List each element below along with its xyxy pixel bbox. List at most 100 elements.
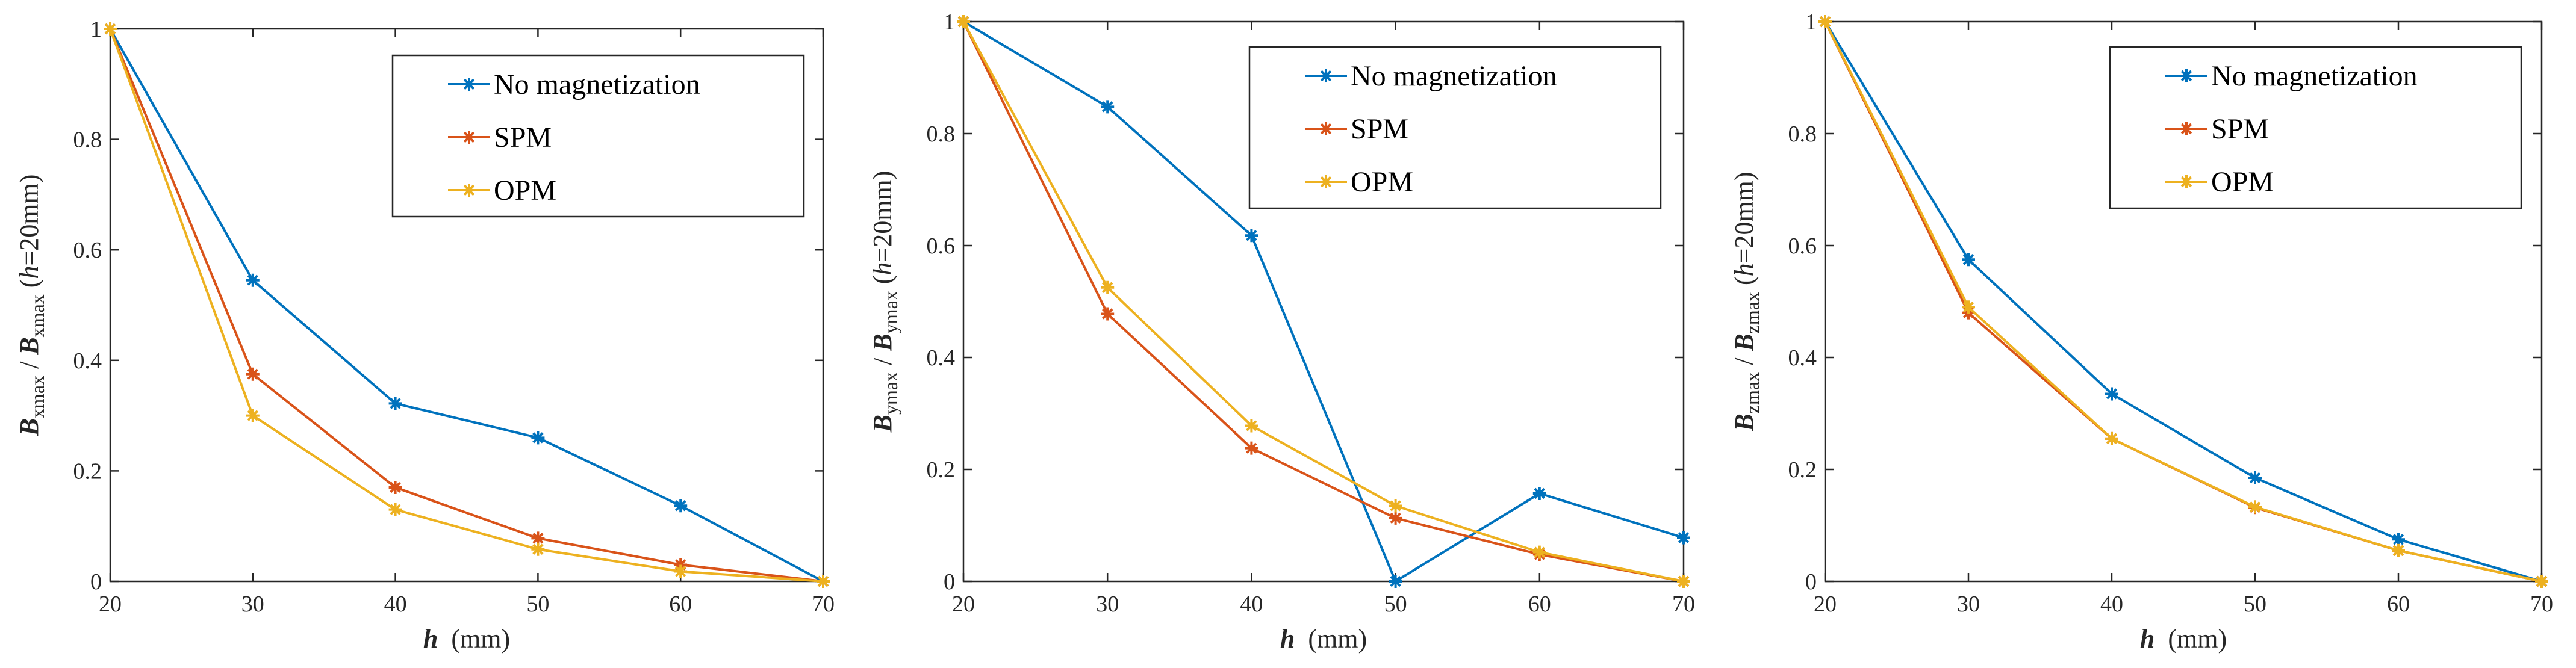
legend: No magnetization SPM OPM xyxy=(391,54,805,218)
y-tick-label: 0.8 xyxy=(1788,122,1817,147)
y-tick-label: 0.4 xyxy=(927,345,956,371)
x-tick-label: 50 xyxy=(526,592,549,617)
data-point xyxy=(1389,575,1402,588)
legend: No magnetization SPM OPM xyxy=(2109,46,2522,209)
legend-marker xyxy=(1319,122,1333,135)
y-tick-label: 0 xyxy=(1805,569,1817,595)
x-tick-label: 20 xyxy=(1814,592,1837,617)
y-tick-label: 0.8 xyxy=(73,128,102,153)
chart-svg-bx: 20 30 40 50 60 70 0 0.2 0.4 0.6 0.8 1 h (mm) Bxmax / … xyxy=(14,17,835,654)
data-point xyxy=(674,564,688,578)
data-point xyxy=(1532,486,1546,500)
legend-label: SPM xyxy=(2211,113,2269,145)
y-tick-label: 0.4 xyxy=(1788,345,1817,371)
legend-item: SPM xyxy=(1305,113,1408,145)
legend-marker xyxy=(1319,175,1333,188)
series-line xyxy=(109,28,824,583)
data-point xyxy=(388,503,402,516)
legend-marker xyxy=(1319,69,1333,82)
data-point xyxy=(674,499,688,513)
data-point xyxy=(1532,545,1546,559)
chart-panel-bx: 20 30 40 50 60 70 0 0.2 0.4 0.6 0.8 1 h (mm) Bxmax / … xyxy=(0,0,859,668)
data-point xyxy=(1245,229,1258,243)
x-tick-label: 20 xyxy=(99,592,122,617)
y-tick-label: 0.2 xyxy=(73,459,102,484)
x-tick-label: 40 xyxy=(384,592,407,617)
y-tick-label: 1 xyxy=(944,10,955,35)
data-point xyxy=(2392,543,2405,557)
data-point xyxy=(531,431,545,445)
data-point xyxy=(1245,419,1258,433)
y-axis-label: Bzmax / Bzmax (h=20mm) xyxy=(1729,172,1763,431)
data-point xyxy=(246,409,260,422)
data-point xyxy=(2392,533,2405,546)
series-line xyxy=(1824,20,2542,583)
legend-item: No magnetization xyxy=(2165,60,2418,92)
data-point xyxy=(246,273,260,287)
legend-label: No magnetization xyxy=(494,69,700,101)
x-tick-label: 70 xyxy=(1672,592,1695,617)
data-point xyxy=(1677,531,1690,545)
data-point xyxy=(1101,307,1115,321)
y-tick-label: 0.8 xyxy=(927,122,956,147)
y-axis-label: Bxmax / Bxmax (h=20mm) xyxy=(14,175,48,437)
data-point xyxy=(674,558,688,572)
data-point xyxy=(2105,431,2118,445)
series-line xyxy=(109,28,824,583)
x-tick-label: 40 xyxy=(1240,592,1263,617)
series-line xyxy=(109,28,824,583)
legend-label: No magnetization xyxy=(2211,60,2418,92)
y-tick-label: 0.4 xyxy=(73,348,102,374)
data-point xyxy=(388,480,402,494)
series-line xyxy=(962,20,1684,583)
data-point xyxy=(531,542,545,556)
x-axis-label: h (mm) xyxy=(1280,624,1367,654)
legend-item: SPM xyxy=(2165,113,2269,145)
x-axis-label: h (mm) xyxy=(423,624,510,654)
series-line xyxy=(1824,21,2542,583)
data-point xyxy=(1101,280,1115,294)
legend: No magnetization SPM OPM xyxy=(1248,46,1662,209)
y-tick-label: 0.6 xyxy=(73,238,102,263)
data-point xyxy=(2248,500,2262,514)
x-tick-label: 60 xyxy=(1528,592,1551,617)
chart-svg-bz: 20 30 40 50 60 70 0 0.2 0.4 0.6 0.8 1 h (mm) Bzmax / … xyxy=(1729,10,2553,654)
y-axis-label: Bymax / Bymax (h=20mm) xyxy=(868,171,901,433)
legend-item: OPM xyxy=(1305,166,1413,198)
x-tick-label: 30 xyxy=(1957,592,1980,617)
legend-marker xyxy=(462,131,476,144)
legend-label: No magnetization xyxy=(1351,60,1557,92)
series-line xyxy=(962,21,1684,583)
x-tick-label: 60 xyxy=(669,592,692,617)
chart-svg-by: 20 30 40 50 60 70 0 0.2 0.4 0.6 0.8 1 h (mm) Bymax / … xyxy=(868,10,1695,654)
legend-item: No magnetization xyxy=(1305,60,1557,92)
x-tick-label: 40 xyxy=(2100,592,2123,617)
data-point xyxy=(1389,499,1402,513)
data-point xyxy=(388,397,402,410)
x-tick-label: 70 xyxy=(2530,592,2553,617)
x-tick-label: 60 xyxy=(2387,592,2410,617)
chart-panel-bz: 20 30 40 50 60 70 0 0.2 0.4 0.6 0.8 1 h (mm) Bzmax / … xyxy=(1717,0,2576,668)
series-no-magnetization xyxy=(957,15,1690,588)
data-point xyxy=(2248,471,2262,484)
legend-marker xyxy=(462,78,476,91)
legend-item: OPM xyxy=(2165,166,2274,198)
legend-label: OPM xyxy=(1351,166,1413,198)
legend-label: OPM xyxy=(494,175,556,206)
series-opm xyxy=(1818,15,2548,588)
y-tick-label: 0.2 xyxy=(927,457,956,483)
y-tick-label: 1 xyxy=(90,17,102,42)
y-tick-label: 0.2 xyxy=(1788,457,1817,483)
data-point xyxy=(2105,387,2118,401)
legend-item: No magnetization xyxy=(448,69,700,101)
data-point xyxy=(1962,300,1975,314)
y-tick-label: 0.6 xyxy=(1788,233,1817,259)
legend-marker xyxy=(462,184,476,197)
series-opm xyxy=(104,22,830,588)
x-tick-label: 70 xyxy=(812,592,835,617)
data-point xyxy=(2535,575,2548,588)
y-tick-label: 0.6 xyxy=(927,233,956,259)
data-point xyxy=(1677,575,1690,588)
data-point xyxy=(1101,100,1115,114)
